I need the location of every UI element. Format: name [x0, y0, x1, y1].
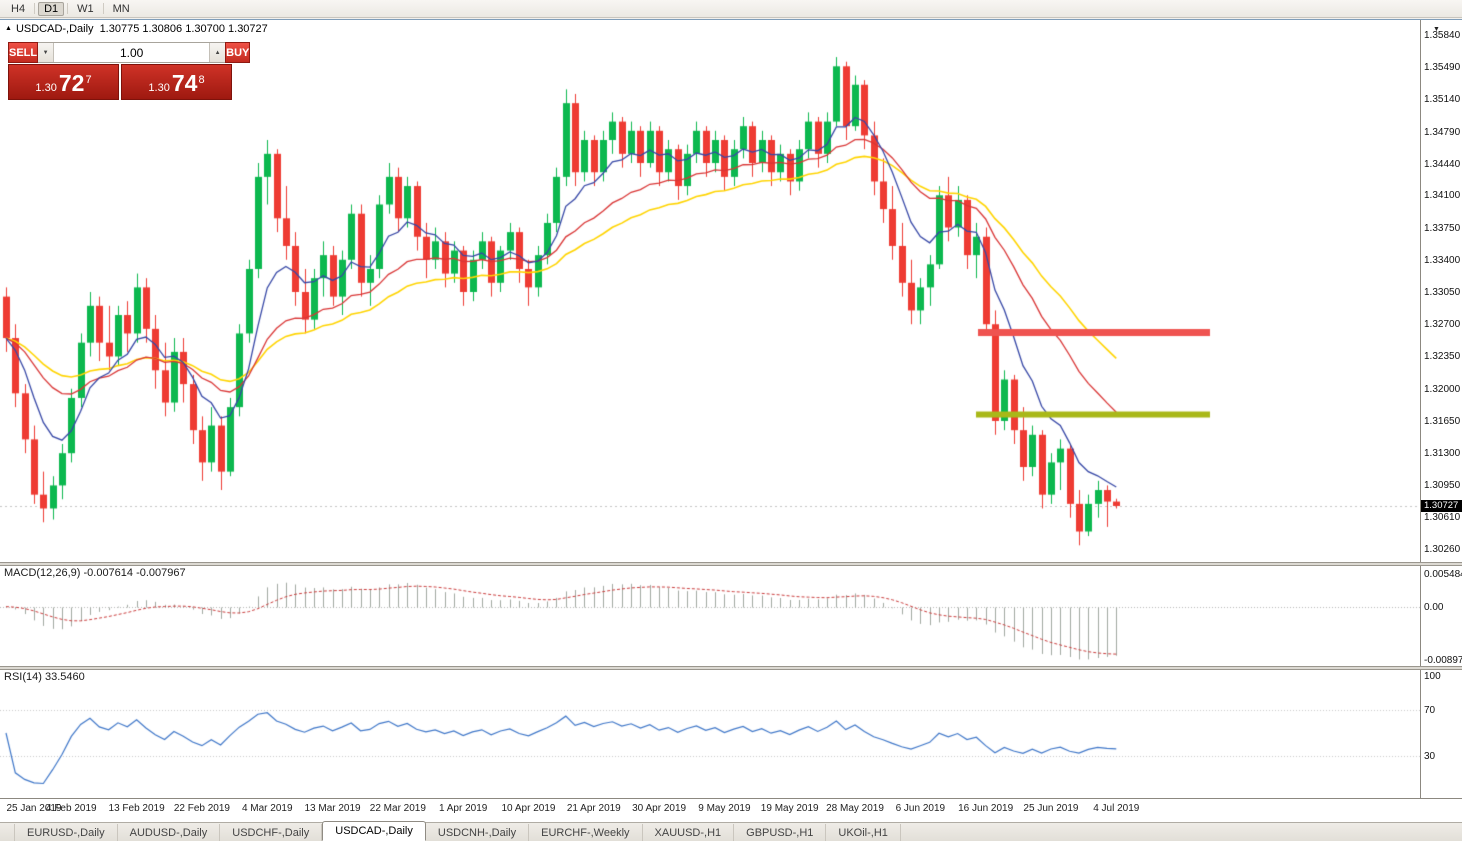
autoscroll-marker-icon[interactable]: ▼ [1433, 26, 1440, 33]
chart-tab-eurchf-weekly[interactable]: EURCHF-,Weekly [529, 824, 643, 841]
date-axis-label: 25 Jun 2019 [1023, 803, 1079, 814]
panel-splitter-rsi[interactable] [0, 666, 1462, 670]
sell-price-sup: 7 [85, 74, 92, 86]
date-axis-label: 4 Jul 2019 [1093, 803, 1140, 814]
toolbar-separator [67, 3, 69, 14]
timeframe-button-d1[interactable]: D1 [38, 1, 65, 16]
price-axis-label: 1.34440 [1424, 158, 1461, 170]
price-axis-label: 1.35140 [1424, 94, 1461, 106]
chart-tab-usdcnh-daily[interactable]: USDCNH-,Daily [426, 824, 530, 841]
buy-price-big: 74 [171, 70, 198, 96]
date-axis-label: 13 Mar 2019 [304, 803, 361, 814]
date-axis-label: 22 Feb 2019 [173, 803, 230, 814]
macd-label: MACD(12,26,9) -0.007614 -0.007967 [4, 567, 186, 579]
macd-indicator-values: -0.007614 -0.007967 [83, 567, 186, 579]
price-axis[interactable]: ▼ 1.30727 1.35840 1.35490 1.35140 1.34790 1.… [1420, 20, 1462, 798]
buy-price-box[interactable]: 1.30 74 8 [121, 64, 232, 100]
price-axis-label: 1.31300 [1424, 448, 1461, 460]
volume-stepper: ▼ ▲ [38, 42, 226, 63]
date-axis-label: 30 Apr 2019 [632, 803, 687, 814]
panel-splitter-macd[interactable] [0, 562, 1462, 566]
timeframe-button-w1[interactable]: W1 [77, 2, 94, 15]
macd-indicator-name: MACD(12,26,9) [4, 567, 81, 579]
date-axis-label: 19 May 2019 [760, 803, 819, 814]
rsi-axis-label: 100 [1424, 671, 1441, 682]
chart-symbol-name: USDCAD-,Daily [15, 23, 94, 35]
price-chart-canvas[interactable] [0, 20, 1420, 562]
timeframe-toolbar: H4 D1 W1 MN [0, 0, 1462, 18]
chart-tab-gbpusd-h1[interactable]: GBPUSD-,H1 [734, 824, 827, 841]
rsi-label: RSI(14) 33.5460 [4, 671, 85, 683]
price-axis-label: 1.35490 [1424, 62, 1461, 74]
macd-axis-label: 0.00 [1424, 601, 1444, 613]
date-axis-label: 6 Jun 2019 [895, 803, 946, 814]
price-axis-label: 1.33750 [1424, 222, 1461, 234]
price-axis-label: 1.33400 [1424, 254, 1461, 266]
volume-increase-icon[interactable]: ▲ [209, 43, 226, 62]
macd-axis-label: 0.005484 [1424, 569, 1462, 580]
sell-price-prefix: 1.30 [35, 82, 57, 94]
chart-tab-xauusd-h1[interactable]: XAUUSD-,H1 [643, 824, 735, 841]
price-axis-label: 1.32000 [1424, 383, 1461, 395]
macd-axis-label: -0.00897 [1424, 655, 1462, 666]
date-axis-label: 22 Mar 2019 [369, 803, 426, 814]
price-axis-label: 1.30950 [1424, 480, 1461, 492]
date-axis-label: 4 Mar 2019 [241, 803, 293, 814]
rsi-axis-label: 30 [1424, 750, 1436, 762]
date-axis-label: 4 Feb 2019 [45, 803, 97, 814]
date-axis-label: 1 Apr 2019 [438, 803, 488, 814]
price-axis-label: 1.35840 [1424, 30, 1461, 41]
rsi-panel-canvas[interactable] [0, 670, 1420, 798]
price-axis-label: 1.30260 [1424, 544, 1461, 555]
date-axis-label: 28 May 2019 [826, 803, 884, 814]
date-axis-label: 9 May 2019 [698, 803, 751, 814]
price-axis-label: 1.34100 [1424, 190, 1461, 202]
chart-tab-ukoil-h1[interactable]: UKOil-,H1 [826, 824, 901, 841]
date-axis-label: 16 Jun 2019 [958, 803, 1014, 814]
price-axis-label: 1.33050 [1424, 287, 1461, 298]
toolbar-separator [102, 3, 104, 14]
chart-tab-eurusd-daily[interactable]: EURUSD-,Daily [14, 824, 118, 841]
date-axis[interactable]: 25 Jan 2019 4 Feb 2019 13 Feb 2019 22 Feb 2… [0, 798, 1462, 823]
chart-tab-audusd-daily[interactable]: AUDUSD-,Daily [118, 824, 221, 841]
date-axis-label: 21 Apr 2019 [566, 803, 621, 814]
rsi-axis-label: 70 [1424, 705, 1436, 717]
macd-panel-canvas[interactable] [0, 566, 1420, 666]
chart-ohlc-values: 1.30775 1.30806 1.30700 1.30727 [99, 23, 268, 35]
volume-decrease-icon[interactable]: ▼ [38, 43, 55, 62]
chart-marker-icon: ▲ [5, 24, 12, 32]
chart-tab-usdchf-daily[interactable]: USDCHF-,Daily [220, 824, 323, 841]
buy-price-prefix: 1.30 [148, 82, 170, 94]
timeframe-button-mn[interactable]: MN [112, 2, 130, 15]
buy-button[interactable]: BUY [225, 42, 251, 63]
chart-title: ▲ USDCAD-,Daily 1.30775 1.30806 1.30700 … [5, 23, 268, 35]
rsi-indicator-name: RSI(14) [4, 671, 42, 683]
sell-price-big: 72 [58, 70, 85, 96]
date-axis-label: 25 Jan 2019 [6, 803, 62, 814]
price-axis-label: 1.30610 [1424, 511, 1461, 523]
current-price-tag: 1.30727 [1421, 499, 1462, 512]
price-axis-label: 1.32350 [1424, 351, 1461, 363]
chart-tab-usdcad-daily[interactable]: USDCAD-,Daily [322, 821, 426, 841]
chart-tabs-bar: EURUSD-,Daily AUDUSD-,Daily USDCHF-,Daily U… [0, 821, 1462, 841]
sell-price-box[interactable]: 1.30 72 7 [8, 64, 119, 100]
timeframe-group: H4 D1 W1 MN [5, 1, 136, 16]
chart-window: ▲ USDCAD-,Daily 1.30775 1.30806 1.30700 … [0, 19, 1462, 823]
timeframe-button-h4[interactable]: H4 [11, 2, 26, 15]
price-axis-label: 1.32700 [1424, 319, 1461, 331]
price-axis-label: 1.31650 [1424, 415, 1461, 427]
rsi-indicator-value: 33.5460 [44, 671, 85, 683]
date-axis-label: 13 Feb 2019 [108, 803, 165, 814]
sell-button[interactable]: SELL [8, 42, 39, 63]
toolbar-separator [34, 3, 36, 14]
date-axis-label: 10 Apr 2019 [501, 803, 556, 814]
price-axis-label: 1.34790 [1424, 126, 1461, 138]
buy-price-sup: 8 [198, 74, 205, 86]
volume-input[interactable] [54, 43, 210, 62]
